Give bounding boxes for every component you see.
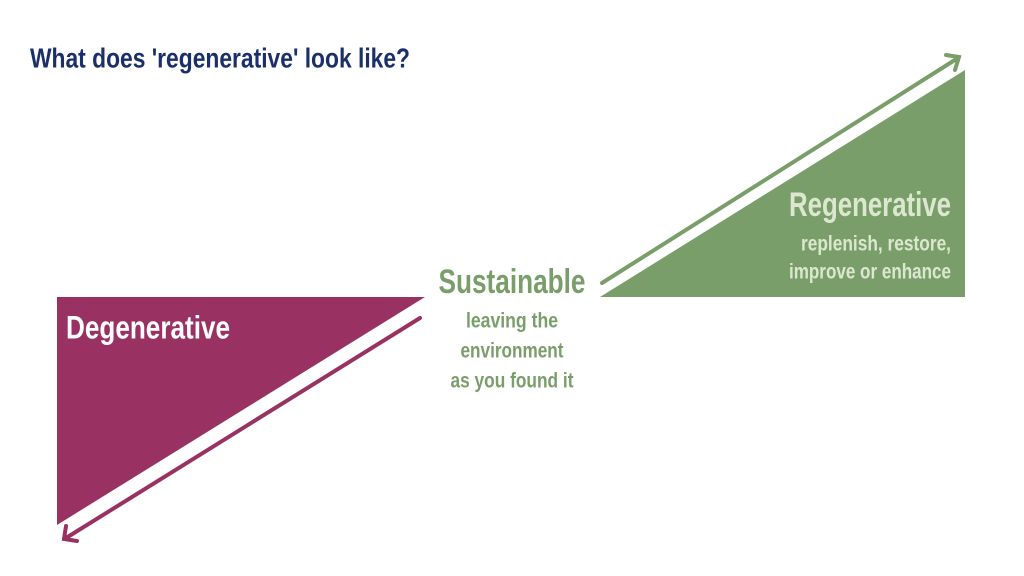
title: What does 'regenerative' look like? [30, 42, 410, 73]
sustainable-description: as you found it [451, 370, 574, 393]
sustainable-description: leaving the [466, 310, 558, 333]
regenerative-description: improve or enhance [789, 261, 951, 284]
degenerative-label: Degenerative [66, 309, 230, 345]
sustainable-description: environment [461, 340, 564, 363]
regenerative-triangle [600, 70, 965, 297]
regenerative-label: Regenerative [789, 186, 951, 224]
sustainable-label: Sustainable [439, 263, 586, 301]
regenerative-arrow [600, 53, 962, 285]
regenerative-description: replenish, restore, [801, 233, 951, 256]
degenerative-arrow [61, 316, 422, 543]
degenerative-triangle [57, 297, 425, 525]
